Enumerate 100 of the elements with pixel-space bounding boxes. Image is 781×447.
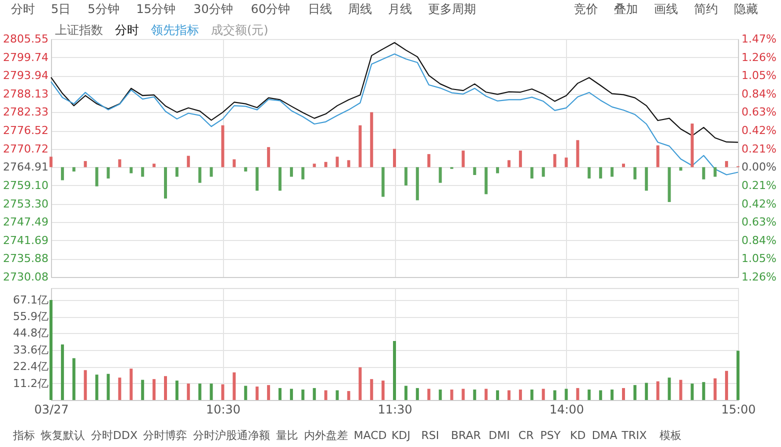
bar <box>484 167 488 194</box>
bar <box>221 125 224 168</box>
bar <box>736 350 740 400</box>
bar <box>244 386 248 400</box>
bar <box>714 167 717 177</box>
bar <box>232 159 236 168</box>
bar <box>164 376 167 400</box>
bar <box>347 160 350 168</box>
y-tick-label: 2770.72 <box>3 142 48 156</box>
bar <box>393 148 396 168</box>
y-tick-label: 2799.74 <box>3 50 48 64</box>
line-series <box>50 53 739 176</box>
bar <box>668 378 671 400</box>
text: PSY <box>540 429 561 442</box>
text: MACD <box>354 429 387 442</box>
y2-tick-label: 1.05% <box>742 69 776 82</box>
text: 分时博弈 <box>142 429 187 442</box>
bar <box>186 156 190 168</box>
x-tick-label: 11:30 <box>378 402 412 416</box>
bar <box>656 145 660 168</box>
bar <box>106 374 110 400</box>
bar <box>404 386 408 400</box>
y-tick-label: 2747.49 <box>3 216 48 229</box>
bar <box>484 388 488 400</box>
bar <box>725 161 728 168</box>
y-tick-label: 22.4亿 <box>13 360 48 374</box>
bar <box>496 390 500 400</box>
bar <box>95 167 98 186</box>
bar <box>702 167 706 180</box>
text: RSI <box>421 429 440 442</box>
bar <box>622 388 625 400</box>
x-tick-label: 14:00 <box>549 402 584 416</box>
bar <box>518 150 522 168</box>
bar <box>644 167 648 191</box>
bar <box>301 167 304 180</box>
bar <box>50 300 52 400</box>
bar <box>462 388 465 400</box>
y-tick-label: 33.6亿 <box>13 343 48 356</box>
y-tick-label: 2730.08 <box>3 270 48 284</box>
bar <box>564 158 568 168</box>
bar <box>588 167 591 178</box>
y-tick-label: 2782.33 <box>3 106 48 119</box>
y2-tick-label: 0.21% <box>742 142 776 156</box>
bar <box>210 167 213 177</box>
x-tick-label: 15:00 <box>721 402 756 416</box>
bar <box>256 386 259 400</box>
bar <box>175 167 178 177</box>
bar <box>576 140 580 168</box>
y-tick-label: 2753.30 <box>3 197 48 210</box>
y-tick-label: 67.1亿 <box>13 293 48 306</box>
y-tick-label: 2759.10 <box>3 178 48 192</box>
bar <box>130 368 133 400</box>
bar <box>553 154 556 168</box>
bar <box>267 147 270 168</box>
text: KD <box>570 429 586 442</box>
bar <box>370 379 374 400</box>
bar <box>668 167 671 202</box>
bar <box>50 156 52 168</box>
y-tick-label: 2788.13 <box>3 87 48 100</box>
y-tick-label: 11.2亿 <box>13 376 48 390</box>
bar <box>232 372 236 400</box>
text: 简约 <box>694 2 718 16</box>
bar <box>130 167 133 174</box>
bar <box>518 390 522 400</box>
bar <box>473 167 476 175</box>
bar <box>530 390 534 400</box>
bar <box>496 167 500 174</box>
bar <box>599 167 602 178</box>
bar <box>267 385 270 400</box>
y-tick-label: 2735.88 <box>3 252 48 266</box>
text: 指标 <box>12 429 35 442</box>
bar <box>656 381 660 400</box>
bar <box>198 384 202 400</box>
text: 隐藏 <box>734 2 758 16</box>
y2-tick-label: 1.05% <box>742 252 776 266</box>
bar <box>450 390 454 400</box>
text: KDJ <box>391 429 410 442</box>
bar <box>278 167 282 191</box>
bar <box>644 382 648 400</box>
y2-tick-label: 1.26% <box>742 270 776 284</box>
bar <box>152 379 156 400</box>
y2-tick-label: 1.47% <box>742 32 776 46</box>
text: 周线 <box>348 2 372 16</box>
text: 5日 <box>51 2 71 16</box>
bar <box>714 378 717 400</box>
bar <box>347 391 350 400</box>
bar <box>416 388 419 400</box>
text: 领先指标 <box>151 23 199 37</box>
bar <box>427 154 430 168</box>
bar <box>324 390 328 400</box>
text: 量比 <box>276 429 298 442</box>
bar <box>599 390 602 400</box>
bar <box>564 388 568 400</box>
bar <box>702 382 706 400</box>
y2-tick-label: 0.63% <box>742 106 776 119</box>
bar <box>462 150 465 168</box>
bar <box>382 167 385 197</box>
x-tick-label: 03/27 <box>34 402 69 416</box>
bar <box>301 390 304 400</box>
text: 画线 <box>654 2 678 16</box>
